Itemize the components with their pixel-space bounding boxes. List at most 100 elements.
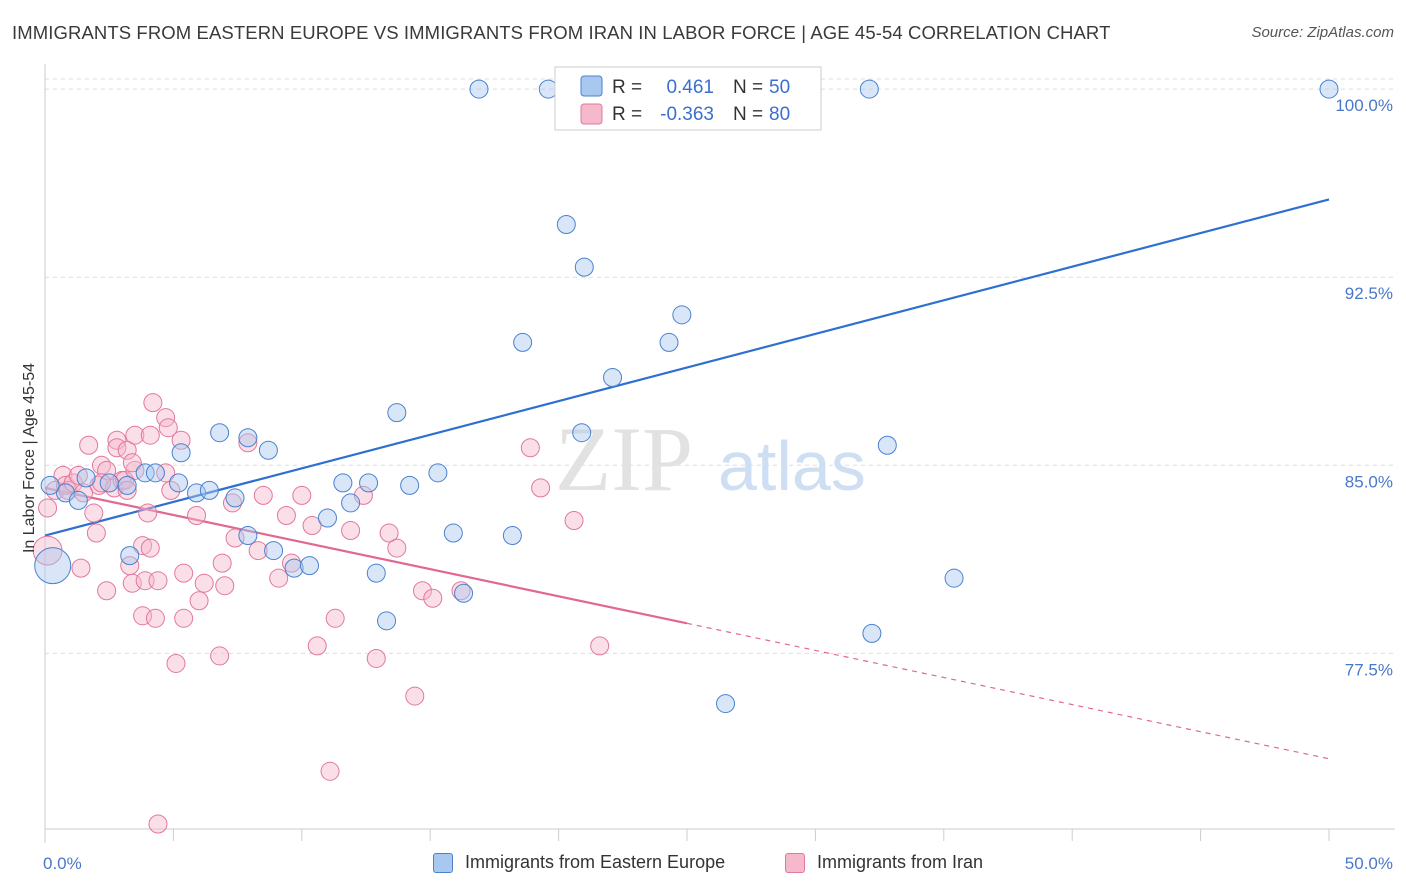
legend-swatch-pink <box>580 103 603 125</box>
point-iran <box>412 581 432 601</box>
tick-labels: 77.5% 85.0% 92.5% 100.0% 0.0% 50.0% <box>43 96 1393 873</box>
point-iran <box>194 573 214 593</box>
point-eastern-europe <box>264 541 284 561</box>
legend-box: R = 0.461 N = 50 R = -0.363 N = 80 <box>554 66 822 131</box>
point-eastern-europe <box>377 611 397 631</box>
point-iran <box>590 636 610 656</box>
point-eastern-europe <box>117 475 137 495</box>
point-eastern-europe <box>68 490 88 510</box>
point-iran <box>97 460 117 480</box>
point-iran <box>269 568 289 588</box>
point-eastern-europe <box>40 475 60 495</box>
point-iran <box>156 463 176 483</box>
data-points <box>32 79 1339 834</box>
watermark-zip: ZIP <box>555 408 693 510</box>
point-eastern-europe <box>366 563 386 583</box>
point-eastern-europe <box>145 463 165 483</box>
point-eastern-europe <box>443 523 463 543</box>
trend-lines <box>44 198 1330 760</box>
point-iran <box>423 588 443 608</box>
point-eastern-europe <box>859 79 879 99</box>
point-iran <box>325 608 345 628</box>
watermark-atlas: atlas <box>718 427 866 505</box>
point-iran <box>97 581 117 601</box>
point-eastern-europe <box>469 79 489 99</box>
point-iran <box>520 438 540 458</box>
point-iran <box>276 505 296 525</box>
legend-label-eastern-europe: Immigrants from Eastern Europe <box>465 852 726 872</box>
point-iran <box>86 523 106 543</box>
point-eastern-europe <box>574 257 594 277</box>
point-iran <box>187 505 207 525</box>
point-eastern-europe <box>210 423 230 443</box>
point-iran <box>189 591 209 611</box>
watermark: ZIP atlas <box>555 408 866 510</box>
point-iran <box>405 686 425 706</box>
point-eastern-europe <box>99 473 119 493</box>
point-eastern-europe <box>502 526 522 546</box>
point-iran <box>138 503 158 523</box>
legend-label-iran: Immigrants from Iran <box>817 852 984 872</box>
point-eastern-europe <box>284 558 304 578</box>
point-iran <box>84 503 104 523</box>
point-iran <box>238 433 258 453</box>
point-iran <box>307 636 327 656</box>
point-eastern-europe <box>877 435 897 455</box>
y-tick-label: 100.0% <box>1335 96 1393 115</box>
trend-line-iran <box>44 486 688 625</box>
point-eastern-europe <box>199 480 219 500</box>
point-iran <box>148 814 168 834</box>
point-iran <box>210 646 230 666</box>
point-iran <box>161 480 181 500</box>
y-tick-label: 85.0% <box>1345 472 1393 491</box>
point-eastern-europe <box>135 463 155 483</box>
chart-title: IMMIGRANTS FROM EASTERN EUROPE VS IMMIGR… <box>12 22 1111 43</box>
point-eastern-europe <box>341 493 361 513</box>
point-eastern-europe <box>359 473 379 493</box>
point-iran <box>166 653 186 673</box>
point-eastern-europe <box>454 583 474 603</box>
point-eastern-europe <box>76 468 96 488</box>
point-iran <box>79 435 99 455</box>
point-iran <box>222 493 242 513</box>
source-credit: Source: ZipAtlas.com <box>1251 24 1394 41</box>
point-eastern-europe <box>238 428 258 448</box>
point-eastern-europe <box>238 526 258 546</box>
point-iran <box>133 536 153 556</box>
legend-swatch-blue <box>580 75 603 97</box>
point-iran <box>451 581 471 601</box>
y-tick-label: 77.5% <box>1345 660 1393 679</box>
point-iran <box>148 571 168 591</box>
point-eastern-europe <box>34 547 72 585</box>
point-eastern-europe <box>428 463 448 483</box>
point-iran <box>248 541 268 561</box>
point-iran <box>292 485 312 505</box>
legend-r-value-1: 0.461 <box>666 77 714 98</box>
point-iran <box>56 475 76 495</box>
legend-item-iran[interactable]: Immigrants from Iran <box>785 852 983 873</box>
legend-n-value-2: 80 <box>769 104 790 125</box>
point-iran <box>68 465 88 485</box>
point-eastern-europe <box>400 475 420 495</box>
bottom-legend: Immigrants from Eastern Europe Immigrant… <box>0 852 1406 878</box>
point-eastern-europe <box>659 332 679 352</box>
y-axis-label: In Labor Force | Age 45-54 <box>21 363 38 553</box>
legend-n-label-1: N = <box>733 77 763 98</box>
point-eastern-europe <box>862 623 882 643</box>
point-iran <box>71 558 91 578</box>
y-tick-label: 92.5% <box>1345 284 1393 303</box>
point-iran <box>366 648 386 668</box>
legend-item-eastern-europe[interactable]: Immigrants from Eastern Europe <box>433 852 725 873</box>
point-iran <box>125 425 145 445</box>
point-eastern-europe <box>672 305 692 325</box>
point-eastern-europe <box>120 546 140 566</box>
point-eastern-europe <box>603 368 623 388</box>
point-eastern-europe <box>258 440 278 460</box>
point-eastern-europe <box>333 473 353 493</box>
point-iran <box>320 761 340 781</box>
point-iran <box>143 393 163 413</box>
point-iran <box>117 440 137 460</box>
point-eastern-europe <box>300 556 320 576</box>
point-iran <box>531 478 551 498</box>
point-iran <box>564 510 584 530</box>
